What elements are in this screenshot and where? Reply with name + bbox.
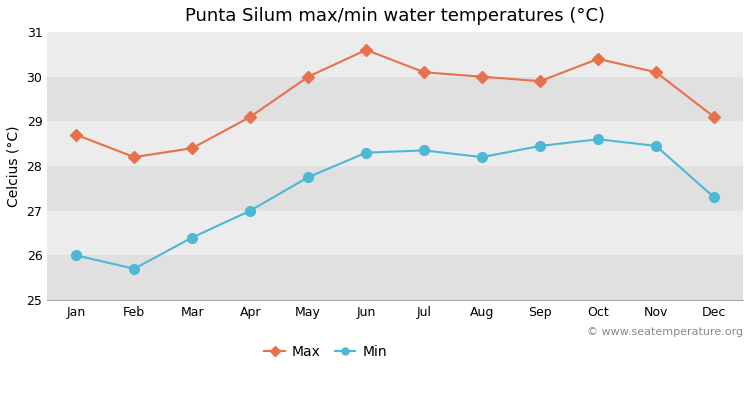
Title: Punta Silum max/min water temperatures (°C): Punta Silum max/min water temperatures (…	[185, 7, 605, 25]
Min	[593, 137, 602, 142]
Legend: Max, Min: Max, Min	[259, 339, 392, 364]
Min	[246, 208, 255, 213]
Max	[710, 114, 718, 119]
Y-axis label: Celcius (°C): Celcius (°C)	[7, 125, 21, 207]
Min	[188, 235, 196, 240]
Max	[536, 79, 544, 84]
Min	[536, 144, 544, 148]
Line: Max: Max	[72, 46, 718, 161]
Min	[72, 253, 81, 258]
Max	[304, 74, 313, 79]
Max	[362, 48, 370, 52]
Max	[188, 146, 196, 150]
Bar	[47, 166, 743, 211]
Min	[710, 195, 718, 200]
Max	[246, 114, 255, 119]
Min	[130, 266, 139, 271]
Max	[130, 155, 139, 160]
Bar	[47, 32, 743, 77]
Max	[593, 56, 602, 61]
Min	[420, 148, 429, 153]
Max	[72, 132, 81, 137]
Max	[478, 74, 487, 79]
Min	[362, 150, 370, 155]
Min	[652, 144, 661, 148]
Max	[420, 70, 429, 75]
Min	[478, 155, 487, 160]
Text: © www.seatemperature.org: © www.seatemperature.org	[587, 327, 743, 337]
Line: Min: Min	[71, 134, 719, 274]
Bar	[47, 77, 743, 121]
Max	[652, 70, 661, 75]
Bar	[47, 121, 743, 166]
Bar	[47, 211, 743, 255]
Min	[304, 175, 313, 180]
Bar	[47, 255, 743, 300]
